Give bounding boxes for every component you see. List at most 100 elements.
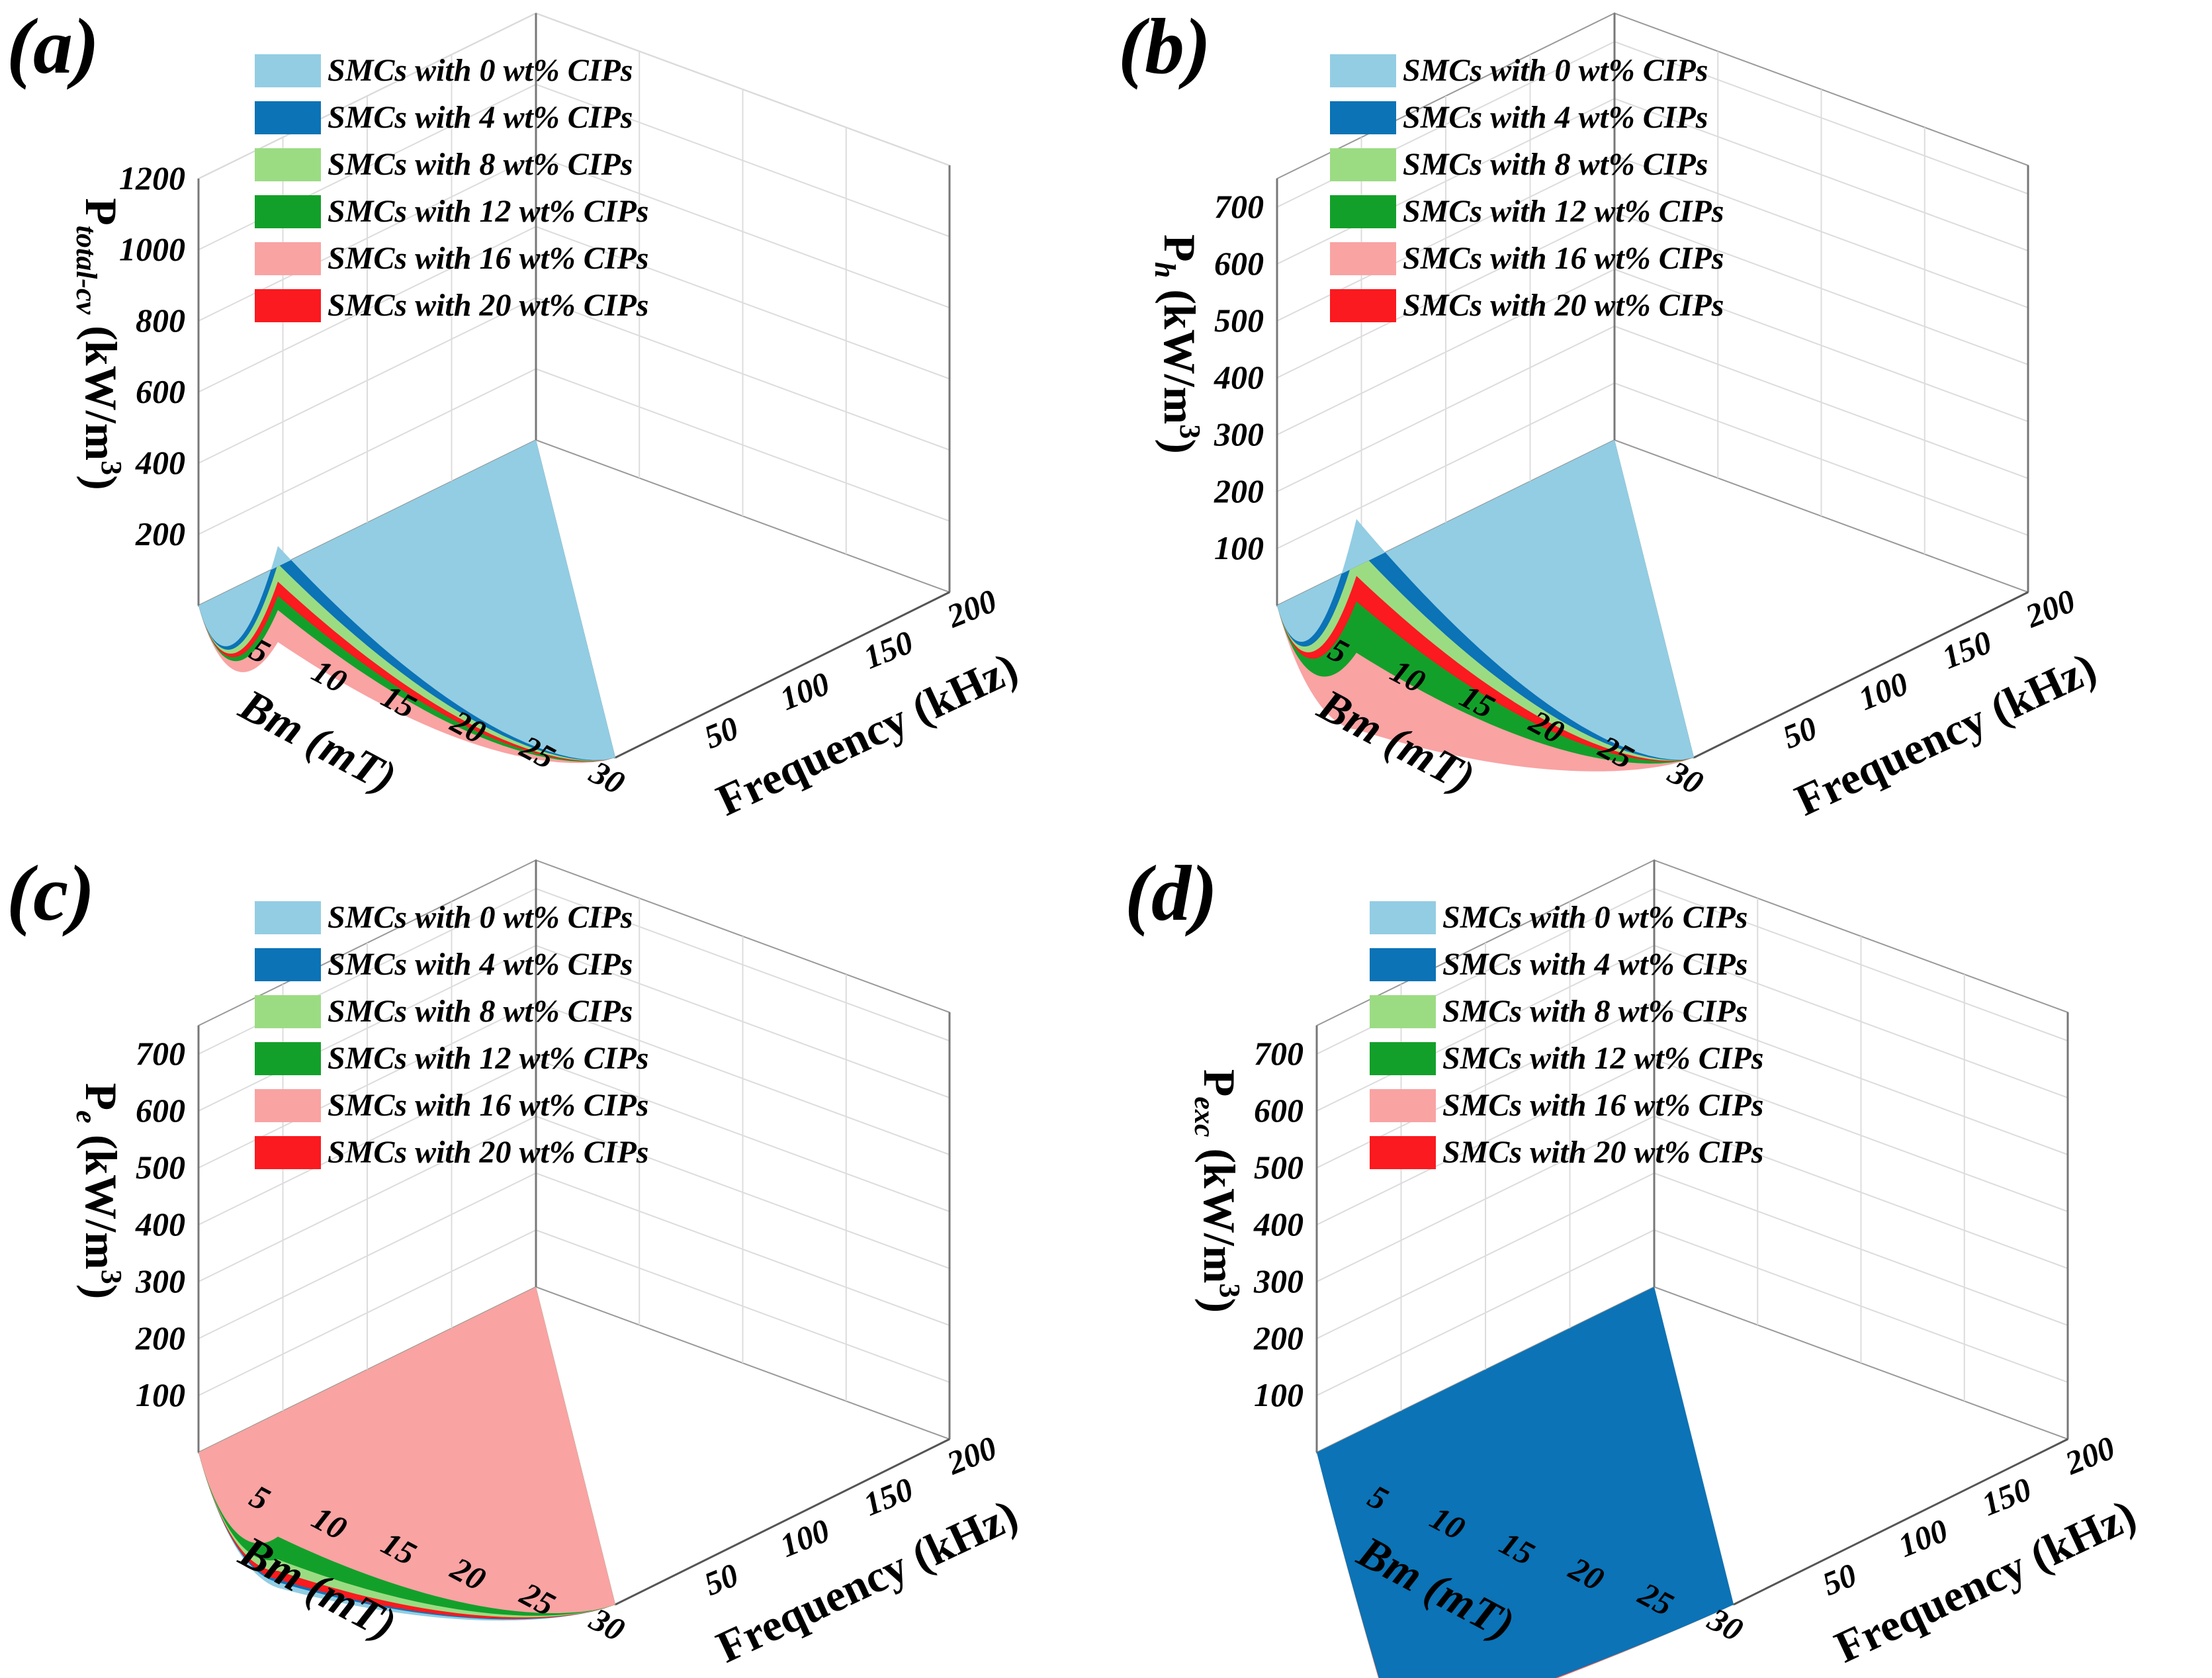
legend-label: SMCs with 8 wt% CIPs <box>1442 994 1747 1029</box>
z-axis-label: Ph (kW/m3) <box>1149 234 1206 454</box>
freq-tick-label: 150 <box>858 623 918 676</box>
surfaces <box>199 1287 615 1621</box>
z-tick-label: 400 <box>1253 1206 1304 1243</box>
legend-swatch <box>1330 242 1396 275</box>
freq-tick-label: 150 <box>1937 623 1997 676</box>
freq-tick-label: 50 <box>699 1556 743 1603</box>
legend: SMCs with 0 wt% CIPs SMCs with 4 wt% CIPs… <box>255 53 648 323</box>
legend-label: SMCs with 8 wt% CIPs <box>328 147 633 182</box>
z-tick-label: 700 <box>136 1035 185 1072</box>
z-tick-label: 600 <box>1214 245 1264 282</box>
legend-swatch <box>255 901 321 934</box>
z-tick-label: 1200 <box>119 159 185 197</box>
legend-label: SMCs with 8 wt% CIPs <box>1403 147 1708 182</box>
z-tick-label: 100 <box>1254 1376 1304 1413</box>
legend-swatch <box>1370 995 1436 1028</box>
freq-axis-line <box>615 1438 950 1606</box>
legend-swatch <box>1330 289 1396 322</box>
panel-c: 1002003004005006007005101520253050100150… <box>7 849 1025 1672</box>
legend-label: SMCs with 20 wt% CIPs <box>1442 1135 1763 1170</box>
z-tick-label: 400 <box>1214 359 1264 396</box>
z-axis-label: Ptotal-cv (kW/m3) <box>70 198 128 490</box>
freq-axis-label: Frequency (kHz) <box>709 642 1025 826</box>
freq-axis-line <box>615 591 950 759</box>
z-ticks: 200 400 600 800 1000 1200 <box>119 159 185 552</box>
legend-swatch <box>255 289 321 322</box>
z-tick-label: 600 <box>136 1092 185 1129</box>
legend-swatch <box>255 995 321 1028</box>
freq-axis-label: Frequency (kHz) <box>1827 1489 2143 1673</box>
freq-tick-label: 150 <box>858 1470 918 1523</box>
legend-label: SMCs with 0 wt% CIPs <box>328 53 633 88</box>
legend-label: SMCs with 12 wt% CIPs <box>328 194 648 229</box>
legend-swatch <box>1370 901 1436 934</box>
legend-label: SMCs with 4 wt% CIPs <box>328 947 633 982</box>
freq-tick-label: 50 <box>1817 1556 1861 1603</box>
z-tick-label: 700 <box>1254 1035 1304 1072</box>
z-tick-label: 200 <box>1214 472 1264 509</box>
legend-swatch <box>255 1089 321 1122</box>
legend-swatch <box>1330 101 1396 134</box>
legend-label: SMCs with 4 wt% CIPs <box>1403 100 1708 135</box>
legend: SMCs with 0 wt% CIPs SMCs with 4 wt% CIPs… <box>255 900 648 1170</box>
z-ticks: 100 200 300 400 500 600 700 <box>135 1035 185 1413</box>
surface-0wt <box>1277 440 1694 760</box>
panel-label: (d) <box>1125 849 1217 937</box>
panel-label: (b) <box>1118 2 1211 90</box>
freq-axis-line <box>1693 591 2029 759</box>
z-ticks: 100 200 300 400 500 600 700 <box>1253 1035 1304 1413</box>
z-tick-label: 300 <box>135 1262 185 1300</box>
legend-swatch <box>255 101 321 134</box>
legend-label: SMCs with 4 wt% CIPs <box>1442 947 1747 982</box>
panel-a: 2004006008001000120051015202530501001502… <box>7 2 1025 825</box>
freq-axis-label: Frequency (kHz) <box>1787 642 2103 826</box>
z-ticks: 100 200 300 400 500 600 700 <box>1214 188 1264 566</box>
legend-swatch <box>1370 948 1436 981</box>
z-tick-label: 700 <box>1214 188 1264 225</box>
legend-label: SMCs with 0 wt% CIPs <box>1442 900 1747 935</box>
legend-label: SMCs with 16 wt% CIPs <box>328 1088 648 1123</box>
freq-axis-label: Frequency (kHz) <box>709 1489 1025 1673</box>
legend-swatch <box>1330 195 1396 228</box>
legend-swatch <box>1370 1089 1436 1122</box>
z-tick-label: 300 <box>1214 416 1264 453</box>
legend-label: SMCs with 16 wt% CIPs <box>1403 241 1724 276</box>
z-tick-label: 600 <box>1254 1092 1304 1129</box>
legend-swatch <box>1370 1136 1436 1169</box>
legend-swatch <box>255 242 321 275</box>
legend-label: SMCs with 4 wt% CIPs <box>328 100 633 135</box>
legend-swatch <box>1370 1042 1436 1075</box>
freq-axis-line <box>1733 1438 2068 1606</box>
z-tick-label: 200 <box>135 1319 185 1356</box>
z-tick-label: 500 <box>1254 1149 1304 1186</box>
legend-label: SMCs with 8 wt% CIPs <box>328 994 633 1029</box>
legend-label: SMCs with 20 wt% CIPs <box>328 1135 648 1170</box>
legend-swatch <box>1330 148 1396 181</box>
legend-label: SMCs with 12 wt% CIPs <box>1403 194 1724 229</box>
legend-swatch <box>255 195 321 228</box>
z-tick-label: 600 <box>136 373 185 410</box>
legend-swatch <box>255 948 321 981</box>
legend-swatch <box>255 1136 321 1169</box>
freq-tick-label: 50 <box>1777 709 1822 756</box>
freq-tick-label: 100 <box>775 664 835 717</box>
z-tick-label: 200 <box>135 515 185 552</box>
z-tick-label: 1000 <box>119 231 185 268</box>
surfaces <box>1277 440 1694 772</box>
surfaces <box>1317 1287 1734 1678</box>
legend-swatch <box>255 148 321 181</box>
legend-label: SMCs with 20 wt% CIPs <box>1403 288 1724 323</box>
freq-tick-label: 50 <box>699 709 743 756</box>
z-tick-label: 800 <box>136 302 185 339</box>
z-tick-label: 400 <box>135 1206 185 1243</box>
freq-tick-label: 100 <box>1893 1511 1953 1564</box>
z-tick-label: 500 <box>1214 302 1264 339</box>
legend: SMCs with 0 wt% CIPs SMCs with 4 wt% CIPs… <box>1370 900 1763 1170</box>
z-tick-label: 300 <box>1253 1262 1304 1300</box>
surface-4wt <box>1317 1287 1734 1678</box>
freq-tick-label: 100 <box>1853 664 1914 717</box>
z-axis-label: Pexc (kW/m3) <box>1188 1069 1246 1313</box>
legend-label: SMCs with 16 wt% CIPs <box>1442 1088 1763 1123</box>
z-tick-label: 100 <box>136 1376 185 1413</box>
